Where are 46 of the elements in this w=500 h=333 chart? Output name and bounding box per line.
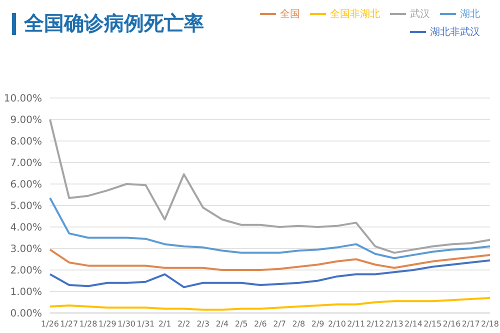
x-tick-label: 1/31	[136, 320, 155, 329]
line-series	[49, 118, 491, 254]
y-tick-label: 1.00%	[10, 287, 42, 298]
x-tick-label: 1/29	[98, 320, 116, 329]
x-tick-label: 2/11	[347, 320, 366, 329]
x-tick-label: 2/9	[311, 320, 324, 329]
y-tick-label: 0.00%	[10, 308, 42, 320]
x-tick-label: 2/1	[158, 320, 172, 329]
legend-label: 湖北非武汉	[430, 27, 480, 38]
x-tick-label: 1/26	[41, 320, 59, 329]
x-tick-label: 2/16	[442, 320, 461, 329]
x-tick-label: 1/28	[79, 320, 98, 329]
legend-label: 全国	[280, 9, 300, 20]
x-tick-label: 2/8	[292, 320, 306, 329]
y-tick-label: 4.00%	[10, 222, 42, 234]
x-tick-label: 2/4	[216, 320, 229, 329]
y-tick-label: 5.00%	[10, 201, 42, 212]
line-series	[49, 196, 491, 260]
y-tick-label: 8.00%	[10, 136, 42, 148]
x-tick-label: 2/15	[424, 320, 442, 329]
line-series	[49, 248, 491, 271]
x-tick-label: 2/14	[404, 320, 422, 329]
x-tick-label: 2/5	[234, 320, 248, 329]
x-tick-label: 2/12	[366, 320, 384, 329]
y-tick-label: 2.00%	[10, 266, 42, 277]
x-tick-label: 1/27	[60, 320, 78, 329]
x-tick-label: 1/30	[118, 320, 136, 329]
x-tick-label: 2/3	[196, 320, 210, 329]
y-tick-label: 6.00%	[10, 180, 42, 191]
y-tick-label: 9.00%	[10, 115, 42, 126]
line-series	[49, 296, 491, 311]
line-series	[49, 259, 491, 288]
y-tick-label: 3.00%	[10, 244, 42, 256]
x-tick-label: 2/7	[273, 320, 286, 329]
x-tick-label: 2/18	[481, 320, 499, 329]
chart-title: 全国确诊病例死亡率	[24, 10, 204, 37]
legend-label: 湖北	[460, 9, 480, 20]
legend-label: 全国非湖北	[330, 9, 380, 20]
x-tick-label: 2/17	[462, 320, 480, 329]
legend-label: 武汉	[410, 9, 430, 20]
y-tick-label: 10.00%	[4, 94, 42, 105]
x-tick-label: 2/10	[328, 320, 346, 329]
x-tick-label: 2/2	[177, 320, 190, 329]
x-tick-label: 2/13	[385, 320, 404, 329]
x-tick-label: 2/6	[254, 320, 267, 329]
y-tick-label: 7.00%	[10, 158, 42, 170]
